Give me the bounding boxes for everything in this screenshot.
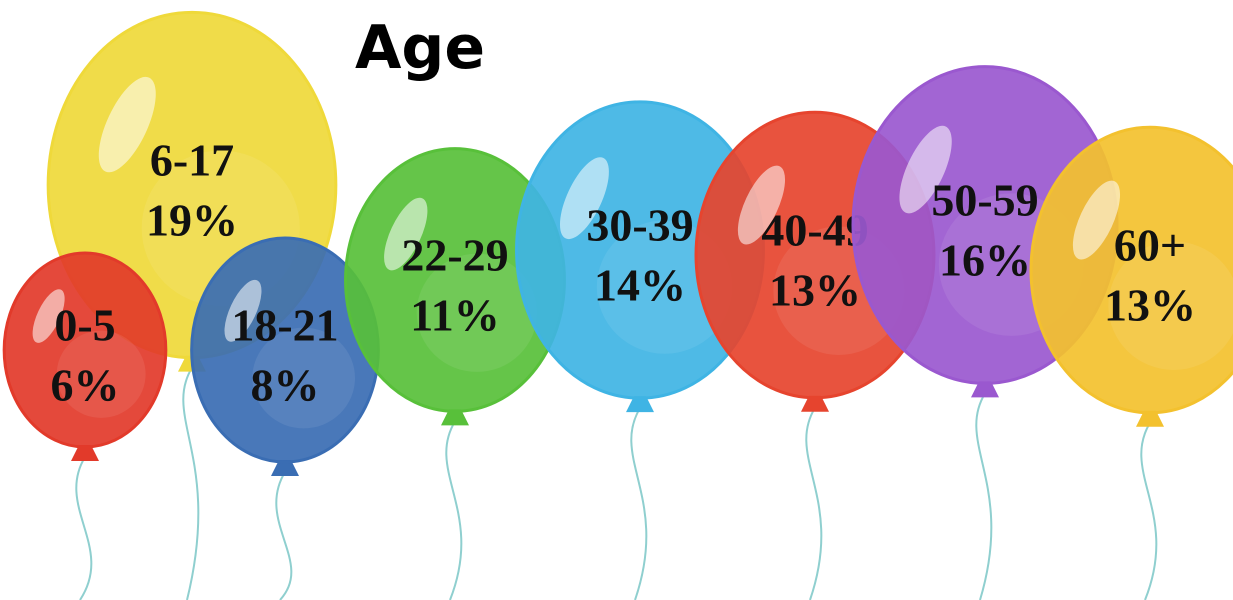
category-label: 0-5	[54, 300, 115, 351]
chart-title: Age	[355, 13, 485, 83]
string	[276, 472, 291, 600]
balloons: 6-1719%0-56%18-218%22-2911%30-3914%40-49…	[4, 12, 1233, 476]
value-label: 14%	[594, 260, 686, 311]
page: {"chart_data": {"type": "balloon", "titl…	[0, 0, 1233, 600]
chart: 6-1719%0-56%18-218%22-2911%30-3914%40-49…	[0, 0, 1233, 600]
category-label: 18-21	[231, 300, 338, 351]
value-label: 8%	[251, 360, 320, 411]
value-label: 6%	[51, 360, 120, 411]
balloon: 0-56%	[4, 253, 166, 461]
value-label: 11%	[410, 290, 499, 341]
string	[183, 368, 198, 600]
value-label: 16%	[939, 235, 1031, 286]
string	[446, 421, 461, 600]
value-label: 13%	[769, 265, 861, 316]
category-label: 50-59	[931, 175, 1038, 226]
value-label: 13%	[1104, 280, 1196, 331]
category-label: 30-39	[586, 200, 693, 251]
category-label: 22-29	[401, 230, 508, 281]
string	[76, 457, 91, 600]
string	[1141, 423, 1156, 600]
string	[631, 408, 646, 600]
string	[806, 408, 821, 600]
category-label: 6-17	[150, 135, 234, 186]
category-label: 60+	[1114, 220, 1186, 271]
value-label: 19%	[146, 195, 238, 246]
string	[976, 393, 991, 600]
